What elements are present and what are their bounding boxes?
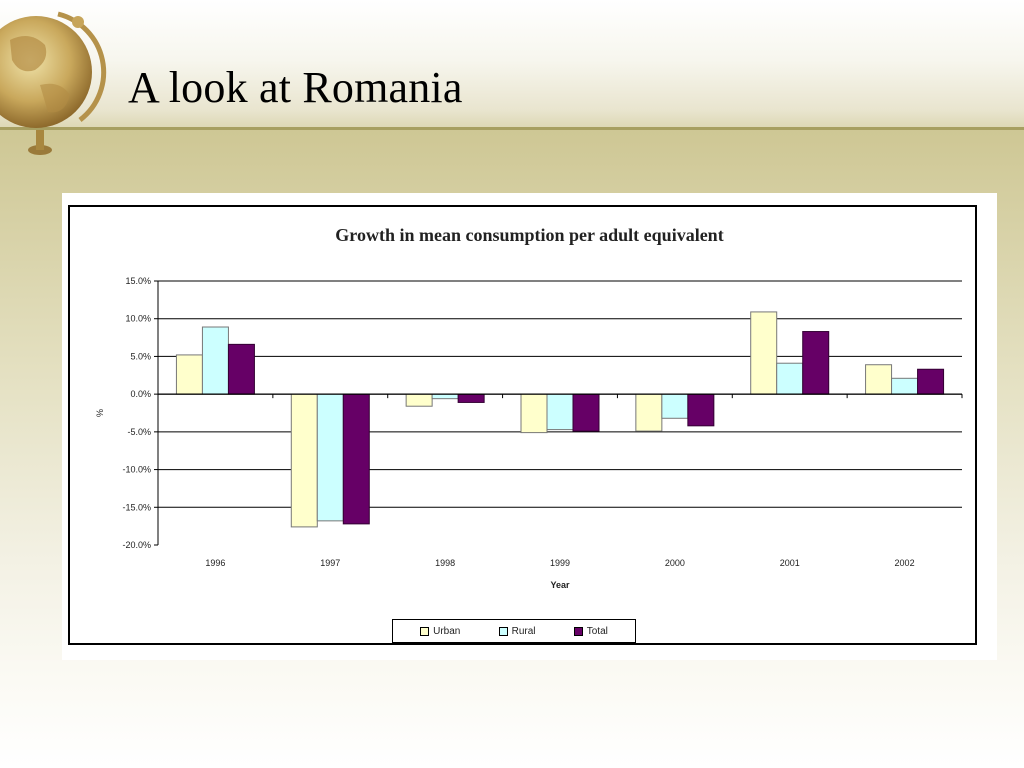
bar-rural-1999 bbox=[546, 393, 574, 431]
globe-icon bbox=[0, 11, 107, 155]
bar-urban-2000 bbox=[635, 393, 663, 432]
x-tick-label: 1997 bbox=[320, 558, 340, 568]
legend-label-urban: Urban bbox=[433, 625, 461, 637]
legend-swatch-rural bbox=[498, 626, 508, 636]
bar-chart: 15.0% 10.0% 5.0% 0.0% -5.0% -10.0% -15.0% -20.0… bbox=[95, 276, 963, 590]
bar-total-1996 bbox=[227, 343, 255, 395]
y-tick-label: 15.0% bbox=[125, 276, 151, 286]
y-tick-label: 0.0% bbox=[130, 389, 151, 399]
y-tick-label: 5.0% bbox=[130, 351, 151, 361]
bar-urban-1999 bbox=[520, 393, 548, 434]
x-tick-label: 2001 bbox=[780, 558, 800, 568]
legend-item-urban: Urban bbox=[420, 626, 460, 637]
y-tick-label: -10.0% bbox=[122, 465, 151, 475]
x-tick-label: 2002 bbox=[895, 558, 915, 568]
chart-panel: Growth in mean consumption per adult equ… bbox=[62, 193, 997, 660]
y-tick-label: -15.0% bbox=[122, 502, 151, 512]
y-axis-label: % bbox=[95, 409, 105, 417]
x-tick-label: 1996 bbox=[205, 558, 225, 568]
bar-total-2000 bbox=[687, 393, 715, 427]
x-axis-label: Year bbox=[550, 580, 570, 590]
bar-rural-1996 bbox=[201, 326, 229, 395]
bar-urban-2002 bbox=[865, 364, 893, 395]
bar-rural-2001 bbox=[776, 362, 804, 395]
legend-item-rural: Rural bbox=[498, 625, 536, 637]
bar-urban-2001 bbox=[750, 311, 778, 395]
y-tick-label: 10.0% bbox=[125, 314, 151, 324]
bar-urban-1998 bbox=[405, 393, 433, 407]
bar-total-2002 bbox=[917, 368, 945, 395]
x-tick-label: 1999 bbox=[550, 558, 570, 568]
bar-rural-1998 bbox=[431, 393, 459, 400]
x-tick-label: 2000 bbox=[665, 558, 685, 568]
header-divider bbox=[0, 127, 1024, 130]
legend-swatch-urban bbox=[420, 626, 430, 636]
bar-total-2001 bbox=[802, 331, 830, 395]
bar-total-1998 bbox=[457, 393, 485, 403]
bar-rural-1997 bbox=[316, 393, 344, 522]
bar-urban-1996 bbox=[175, 354, 203, 395]
slide-title: A look at Romania bbox=[128, 63, 463, 112]
legend-swatch-total bbox=[573, 626, 583, 636]
bar-total-1997 bbox=[342, 393, 370, 525]
legend-label-total: Total bbox=[586, 625, 608, 637]
header-band bbox=[0, 0, 1024, 128]
bar-rural-2002 bbox=[891, 377, 919, 395]
chart-title: Growth in mean consumption per adult equ… bbox=[335, 225, 724, 245]
legend-item-total: Total bbox=[573, 625, 608, 637]
bar-total-1999 bbox=[572, 393, 600, 432]
chart-legend: Urban Rural Total bbox=[392, 619, 636, 643]
y-tick-label: -20.0% bbox=[122, 540, 151, 550]
x-tick-label: 1998 bbox=[435, 558, 455, 568]
legend-label-rural: Rural bbox=[511, 625, 536, 637]
bar-urban-1997 bbox=[290, 393, 318, 528]
y-tick-label: -5.0% bbox=[127, 427, 151, 437]
bar-rural-2000 bbox=[661, 393, 689, 419]
